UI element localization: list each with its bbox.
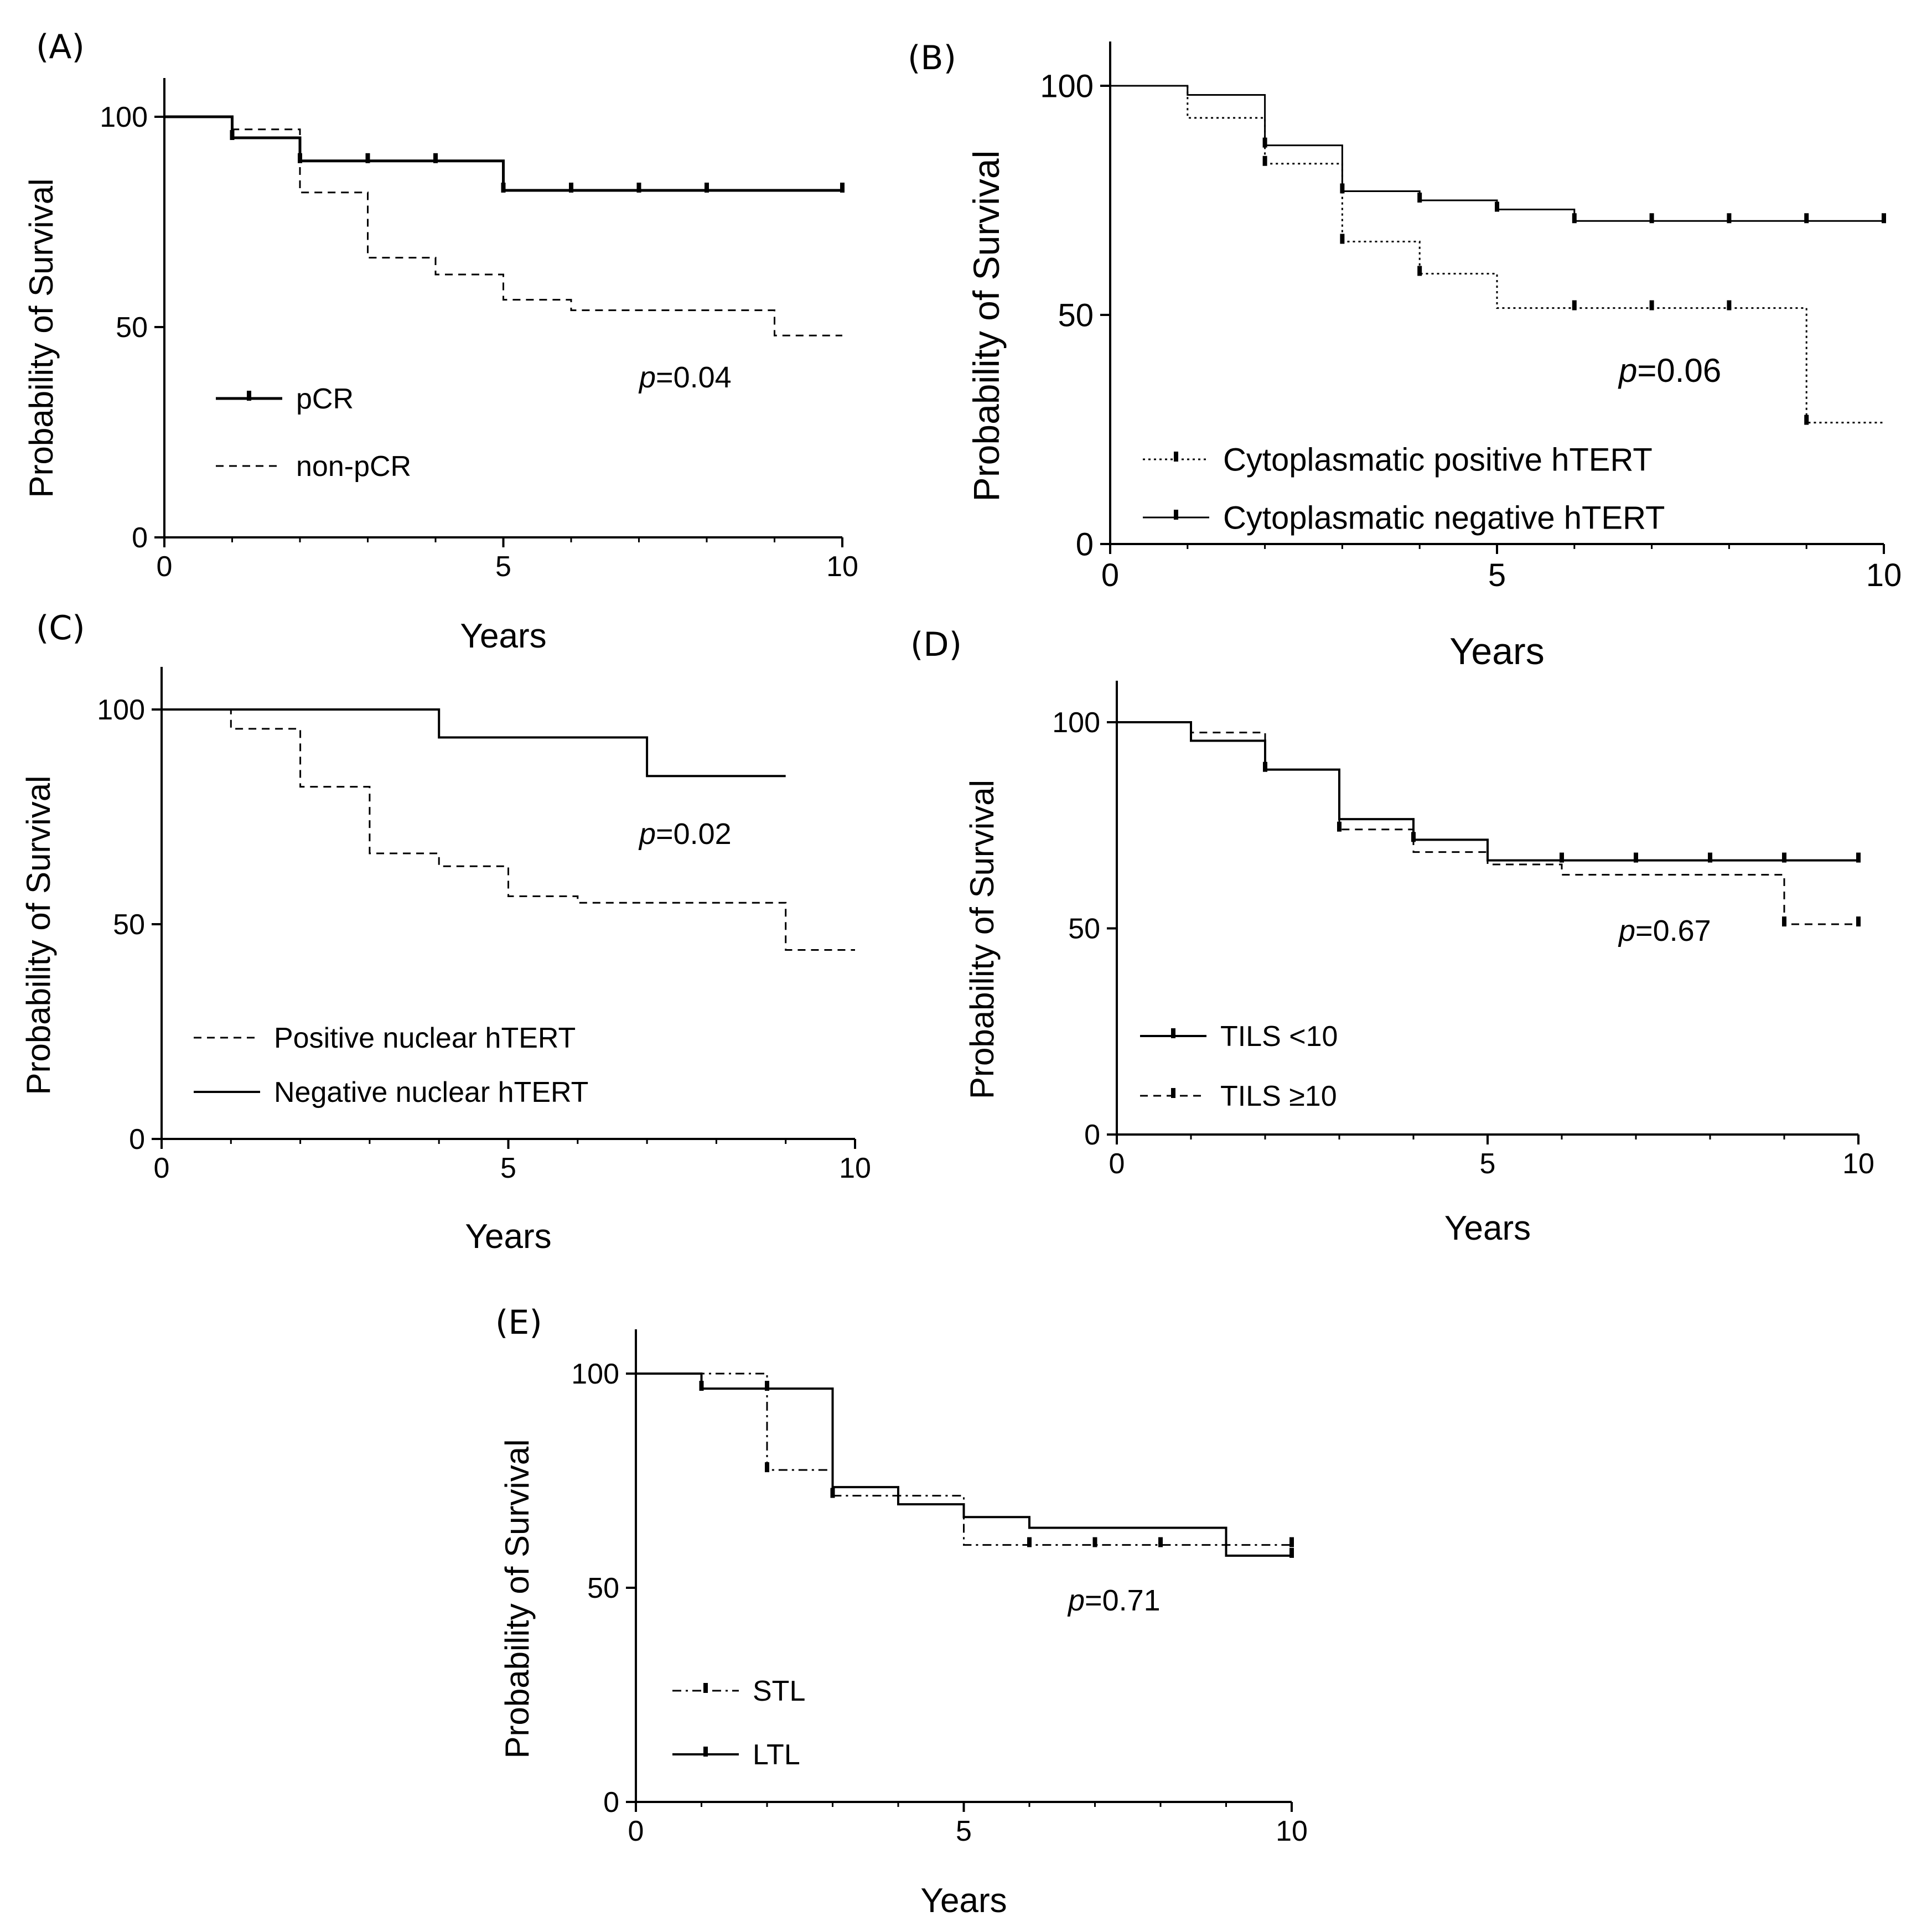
p-value-number: =0.06 [1637,352,1721,389]
panel-d: (D) 0 50 100 0 5 10 Years Probability of Surviva… [910,625,1874,1247]
x-tick-label: 10 [1842,1148,1874,1180]
y-tick-label: 50 [113,909,145,941]
y-tick-label: 100 [571,1358,619,1390]
p-symbol: p [638,361,656,394]
y-tick-label: 0 [1084,1119,1100,1151]
y-tick-label: 0 [1076,526,1094,562]
survival-curve [1110,85,1884,222]
x-tick-label: 5 [956,1815,972,1847]
x-tick-label: 0 [157,551,173,583]
y-tick-label: 50 [1068,913,1100,945]
series-1: pCR [164,115,845,415]
legend-label: Cytoplasmatic positive hTERT [1223,442,1653,478]
panel-c: (C) 0 50 100 0 5 10 Years Probability of Surviva… [20,609,871,1256]
x-tick-label: 10 [826,551,858,583]
x-tick-label: 0 [1109,1148,1125,1180]
legend-label: LTL [753,1739,800,1771]
survival-curve [164,116,842,336]
series-1: STL [636,1372,1294,1707]
p-value-number: =0.02 [656,817,732,851]
legend-label: Positive nuclear hTERT [274,1022,576,1054]
survival-curve [1117,721,1858,862]
p-value: p=0.67 [1618,914,1711,947]
p-symbol: p [638,817,656,851]
p-value: p=0.06 [1618,352,1721,389]
series-2: non-pCR [164,116,842,483]
y-axis-title: Probability of Survival [23,179,60,498]
x-tick-label: 0 [628,1815,644,1847]
panel-a: (A) 0 50 100 0 5 10 Years Probability of Surviva… [23,28,858,655]
x-axis-title: Years [920,1882,1007,1920]
y-tick-label: 100 [1040,68,1094,104]
x-axis-title: Years [465,1218,551,1256]
legend-label: Negative nuclear hTERT [274,1076,588,1109]
series-2: LTL [636,1372,1294,1771]
p-value-number: =0.71 [1085,1584,1161,1617]
series-1: Positive nuclear hTERT [162,708,855,1054]
x-tick-label: 5 [1488,557,1506,593]
y-tick-label: 50 [1058,297,1094,333]
y-axis-title: Probability of Survival [966,151,1007,502]
survival-curve [162,708,855,951]
panel-label: (E) [495,1303,542,1342]
legend-label: TILS ≥10 [1220,1080,1337,1112]
x-tick-label: 5 [500,1152,516,1184]
survival-curve [1117,721,1858,925]
x-tick-label: 0 [1101,557,1119,593]
series-1: Cytoplasmatic positive hTERT [1110,85,1884,478]
x-tick-label: 10 [1866,557,1902,593]
series-1: TILS <10 [1117,721,1861,1053]
legend-label: Cytoplasmatic negative hTERT [1223,500,1665,536]
p-symbol: p [1618,352,1637,389]
panel-label: (C) [36,609,85,648]
p-value: p=0.02 [638,817,732,851]
x-tick-label: 0 [154,1152,170,1184]
p-value-number: =0.04 [656,361,732,394]
y-tick-label: 0 [603,1786,619,1819]
p-value: p=0.04 [638,361,732,394]
series-2: TILS ≥10 [1117,721,1861,1112]
series-2: Cytoplasmatic negative hTERT [1110,85,1886,536]
y-tick-label: 50 [116,312,148,344]
panel-b: (B) 0 50 100 0 5 10 Years Probability of Surviva… [908,39,1902,672]
y-tick-label: 100 [1052,707,1100,739]
legend-label: TILS <10 [1220,1021,1338,1053]
legend-label: non-pCR [296,450,411,483]
y-tick-label: 100 [97,694,145,726]
survival-curve [1110,85,1884,424]
survival-curve [636,1372,1292,1557]
p-value-number: =0.67 [1635,914,1711,947]
y-tick-label: 0 [132,522,148,554]
y-axis-title: Probability of Survival [499,1439,536,1759]
x-tick-label: 5 [495,551,511,583]
series-2: Negative nuclear hTERT [162,708,786,1109]
y-axis-title: Probability of Survival [964,780,1001,1099]
panel-label: (D) [910,625,962,664]
y-tick-label: 100 [100,101,148,133]
survival-curve [636,1372,1292,1546]
x-tick-label: 10 [839,1152,871,1184]
legend-label: STL [753,1675,805,1707]
x-axis-title: Years [1449,630,1544,672]
panel-e: (E) 0 50 100 0 5 10 Years Probability of Surviva… [495,1303,1308,1920]
x-axis-title: Years [1444,1209,1531,1247]
survival-curve [162,708,786,778]
p-symbol: p [1618,914,1635,947]
panel-label: (B) [908,39,956,77]
y-axis-title: Probability of Survival [20,776,57,1095]
x-tick-label: 10 [1276,1815,1308,1847]
survival-curve [164,115,842,192]
y-tick-label: 50 [587,1572,619,1604]
panel-label: (A) [36,28,85,66]
legend-label: pCR [296,383,354,415]
p-symbol: p [1067,1584,1085,1617]
x-axis-title: Years [460,617,546,655]
y-tick-label: 0 [129,1123,145,1156]
x-tick-label: 5 [1480,1148,1496,1180]
p-value: p=0.71 [1067,1584,1161,1617]
